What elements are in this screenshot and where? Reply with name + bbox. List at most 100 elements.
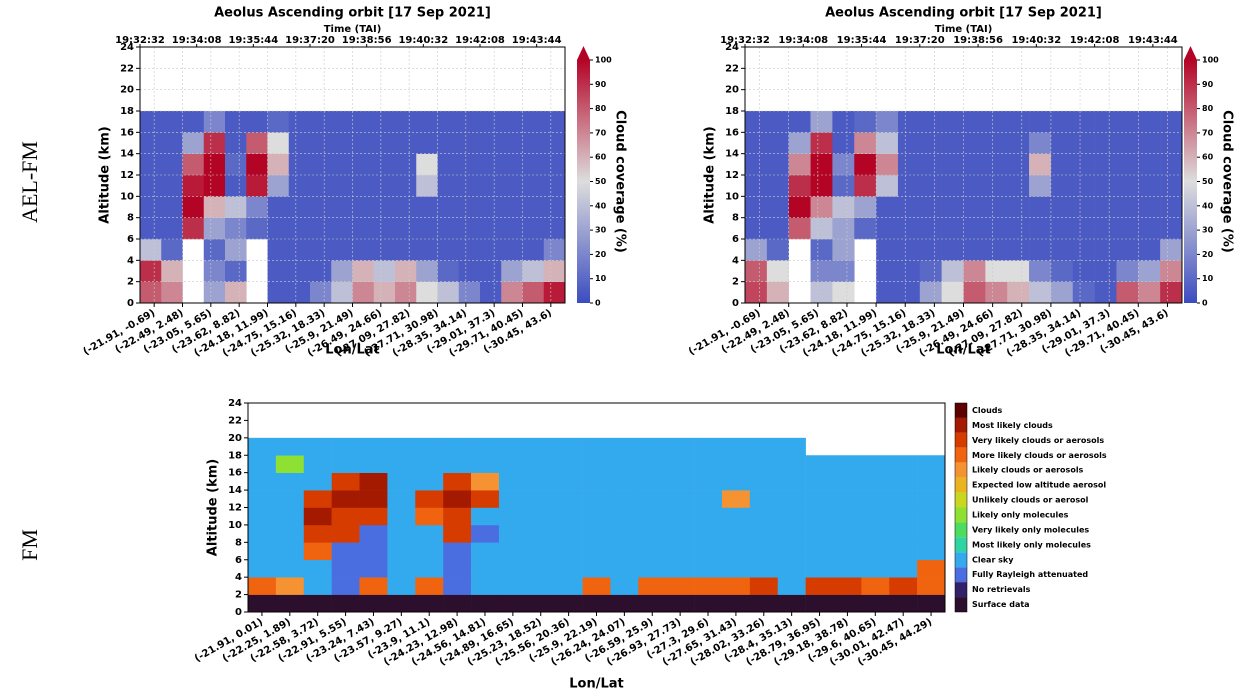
- cell: [766, 217, 789, 240]
- cell: [963, 260, 986, 282]
- cell: [833, 455, 862, 473]
- cell: [919, 239, 942, 261]
- cell: [788, 111, 811, 133]
- cell: [832, 217, 855, 240]
- cell: [805, 577, 834, 595]
- cell: [638, 577, 667, 595]
- cell: [526, 524, 555, 543]
- cell: [638, 524, 667, 543]
- cell: [182, 132, 205, 154]
- cell: [1050, 132, 1074, 154]
- cell: [248, 524, 277, 543]
- cell: [471, 524, 500, 543]
- cell: [1072, 260, 1095, 282]
- cell: [522, 111, 545, 133]
- cell: [359, 472, 388, 491]
- cell: [501, 260, 523, 282]
- cell: [458, 217, 481, 240]
- cell: [140, 260, 162, 282]
- y-tick-label: 14: [228, 485, 242, 496]
- cell: [437, 281, 460, 304]
- cell: [721, 577, 751, 595]
- cell: [498, 559, 528, 578]
- colorbar: [577, 60, 590, 303]
- cell: [582, 507, 611, 526]
- cell: [395, 132, 417, 154]
- cell: [832, 260, 855, 282]
- cell: [359, 577, 388, 595]
- cell: [310, 196, 332, 218]
- cell: [359, 507, 388, 526]
- cell: [610, 507, 639, 526]
- cell: [182, 111, 205, 133]
- cell: [666, 559, 695, 578]
- cell: [395, 281, 417, 304]
- cell: [897, 132, 921, 154]
- cell: [246, 175, 268, 197]
- y-tick-label: 2: [235, 590, 242, 601]
- cell: [805, 490, 834, 508]
- cell: [721, 594, 751, 613]
- cell: [666, 542, 695, 561]
- cell: [963, 217, 986, 240]
- top-tick-label: 19:37:20: [285, 35, 335, 46]
- cell: [889, 594, 918, 613]
- cell: [1007, 217, 1030, 240]
- cell: [1160, 281, 1183, 304]
- cell: [415, 594, 444, 613]
- cell: [303, 490, 332, 508]
- cell: [941, 217, 964, 240]
- top-tick-label: 19:42:08: [455, 35, 505, 46]
- cell: [526, 594, 555, 613]
- cell: [832, 175, 855, 197]
- cell: [861, 490, 890, 508]
- cell: [415, 559, 444, 578]
- cell: [458, 132, 481, 154]
- cell: [919, 153, 942, 176]
- cell: [543, 153, 566, 176]
- cell: [288, 217, 311, 240]
- cell: [638, 542, 667, 561]
- cell: [331, 524, 360, 543]
- y-tick-label: 4: [732, 255, 739, 266]
- y-tick-label: 22: [725, 63, 739, 74]
- cell: [638, 455, 667, 473]
- cell: [437, 111, 460, 133]
- cell: [1007, 132, 1030, 154]
- cell: [182, 217, 205, 240]
- cell: [749, 507, 779, 526]
- cell: [1116, 111, 1139, 133]
- cell: [387, 542, 416, 561]
- cell: [833, 472, 862, 491]
- cell: [919, 111, 942, 133]
- cell: [963, 153, 986, 176]
- cell: [480, 111, 502, 133]
- cell: [766, 175, 789, 197]
- cell: [917, 559, 946, 578]
- cell: [267, 239, 290, 261]
- cell: [387, 507, 416, 526]
- cell: [832, 111, 855, 133]
- cell: [161, 175, 183, 197]
- cell: [721, 455, 751, 473]
- cell: [897, 153, 921, 176]
- cell: [352, 153, 375, 176]
- cell: [331, 594, 360, 613]
- cell: [359, 524, 388, 543]
- cell: [1138, 217, 1161, 240]
- cell: [1029, 281, 1052, 304]
- cell: [1160, 175, 1183, 197]
- cell: [416, 175, 438, 197]
- cell: [694, 490, 723, 508]
- cell: [554, 524, 583, 543]
- cell: [917, 490, 946, 508]
- cell: [1138, 132, 1161, 154]
- legend-swatch: [955, 417, 967, 433]
- cell: [526, 472, 555, 491]
- cell: [749, 542, 779, 561]
- cell: [788, 153, 811, 176]
- cell: [694, 507, 723, 526]
- cell: [582, 490, 611, 508]
- cell: [554, 594, 583, 613]
- cell: [387, 594, 416, 613]
